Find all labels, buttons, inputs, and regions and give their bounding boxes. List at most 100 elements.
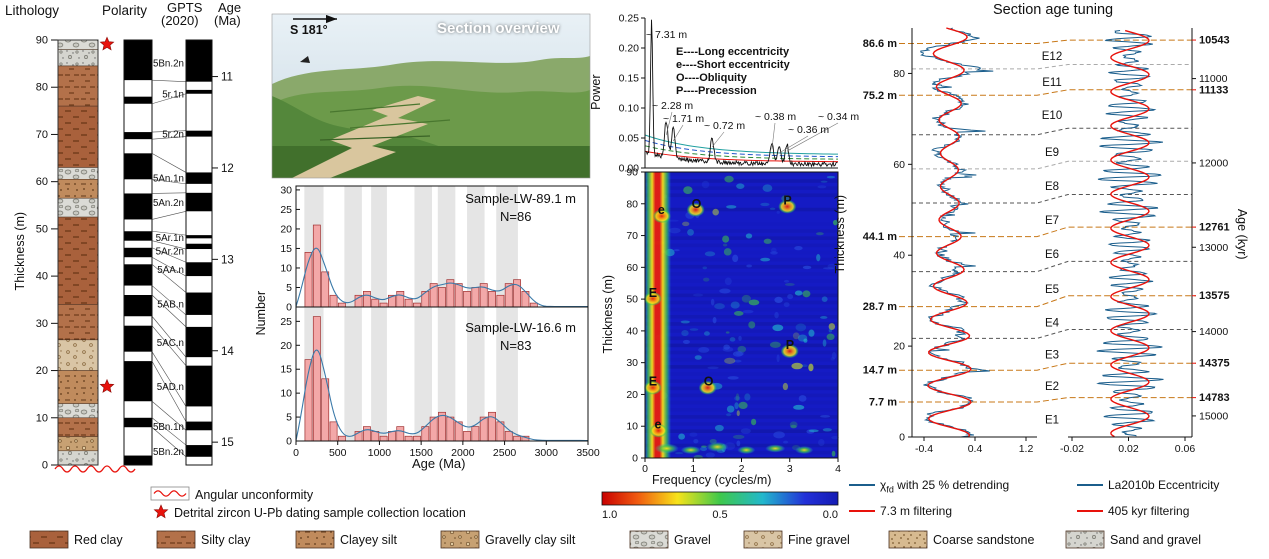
age-tick-label: 12	[221, 163, 234, 175]
wavelet-speckle	[801, 364, 808, 368]
wavelet-speckle	[675, 452, 684, 455]
wavelet-speckle	[668, 227, 681, 234]
eccentricity-cycle-label: E9	[1045, 147, 1059, 159]
wavelet-speckle	[729, 337, 736, 342]
photo-caption: Section overview	[437, 20, 560, 37]
wavelet-stripe	[645, 179, 838, 183]
age-kyr-axis-label: Age (kyr)	[1235, 208, 1250, 260]
histogram-bar	[329, 421, 338, 442]
wavelet-stripe	[645, 236, 838, 240]
wavelet-speckle	[831, 352, 837, 360]
wavelet-speckle	[818, 438, 825, 446]
sample-star	[99, 378, 115, 393]
eccentricity-cycle-label: E3	[1045, 349, 1059, 361]
histogram-bar	[438, 411, 446, 442]
tuning-thickness-axis-label: Thickness (m)	[832, 194, 847, 274]
correlation-line	[151, 240, 187, 250]
wavelet-y-tick-label: 70	[626, 230, 638, 242]
gpts-normal-interval	[186, 89, 212, 94]
histogram-bar	[371, 431, 380, 442]
histogram-bar	[312, 316, 321, 442]
wavelet-stripe	[645, 315, 838, 319]
lith-unit-fine_gravel	[57, 339, 99, 371]
wavelet-speckle	[736, 410, 740, 417]
wavelet-speckle	[693, 438, 699, 444]
tuning-right-x-tick-label: -0.02	[1060, 443, 1084, 455]
lith-legend-label: Red clay	[74, 533, 123, 547]
tuning-left-x-tick-label: 1.2	[1019, 443, 1034, 455]
peak-label: ~ 1.71 m	[663, 113, 705, 125]
wavelet-speckle	[770, 251, 778, 255]
tie-line	[912, 329, 1192, 339]
histogram-bar	[312, 224, 321, 308]
lith-legend-label: Fine gravel	[788, 533, 850, 547]
hist-y-tick-label: 20	[280, 340, 292, 352]
hist-x-tick-label: 1500	[409, 447, 433, 459]
histogram-bar	[337, 435, 346, 442]
polarity-normal-interval	[124, 264, 152, 286]
wavelet-stripe	[645, 300, 838, 305]
wavelet-speckle	[798, 395, 807, 402]
correlation-line	[151, 351, 187, 407]
wavelet-warm-spot	[795, 446, 814, 455]
correlation-line	[151, 79, 187, 82]
strat-thickness-axis-label: Thickness (m)	[12, 211, 27, 291]
gpts-normal-interval	[186, 421, 212, 431]
wavelet-stripe	[645, 243, 838, 248]
peak-leader-line	[665, 111, 673, 136]
wavelet-speckle	[727, 376, 739, 380]
wavelet-speckle	[702, 266, 707, 270]
eccentricity-cycle-label: E1	[1045, 415, 1059, 427]
wavelet-speckle	[830, 357, 835, 361]
wavelet-warm-spot	[706, 441, 729, 452]
hist-y-tick-label: 20	[280, 223, 292, 235]
wavelet-speckle	[784, 283, 795, 286]
wavelet-speckle	[733, 359, 742, 363]
wavelet-speckle	[724, 175, 734, 183]
histogram-bar	[404, 298, 413, 308]
wavelet-speckle	[726, 205, 737, 209]
eccentricity-cycle-label: E7	[1045, 215, 1059, 227]
lith-unit-red_clay	[57, 216, 99, 305]
bottom-legend: Red clay Silty clay Clayey silt Gravelly cl…	[29, 486, 1201, 549]
wavelet-speckle	[726, 405, 735, 413]
histogram-bar	[463, 291, 471, 308]
polarity-normal-interval	[124, 295, 152, 317]
terrace-line	[319, 135, 431, 141]
tuning-panels: 0 20 40 60 80 -0.4 0.4 1.2 86.6 m 75.2 m 44.1 m 28.…	[863, 27, 1230, 455]
histogram-bar	[404, 435, 413, 442]
highlight-band	[496, 186, 518, 441]
lith-unit-gravelly_clay_silt	[57, 436, 99, 452]
hist-x-tick-label: 2000	[451, 447, 475, 459]
lith-column-outline	[57, 39, 99, 466]
depth-marker-label: 75.2 m	[863, 90, 897, 102]
wavelet-speckle	[745, 233, 753, 239]
age-marker-label: 14783	[1199, 392, 1230, 404]
wavelet-speckle	[724, 357, 736, 364]
thickness-tick-label: 20	[36, 365, 48, 377]
lith-unit-gravel	[57, 167, 99, 180]
hist-x-tick-label: 1000	[368, 447, 392, 459]
wavelet-stripe	[645, 264, 838, 269]
age-marker-label: 13575	[1199, 290, 1230, 302]
histogram-x-axis-label: Age (Ma)	[412, 456, 466, 471]
sample-star	[99, 36, 115, 51]
peak-label: ~ 0.38 m	[755, 111, 797, 123]
gpts-normal-interval	[186, 292, 212, 315]
wavelet-x-tick-label: 0	[642, 463, 648, 475]
correlation-line	[151, 325, 187, 366]
lith-unit-clayey_silt	[57, 179, 99, 199]
histogram-bar	[362, 426, 371, 442]
wavelet-warm-spot	[654, 443, 679, 454]
wavelet-speckle	[687, 228, 694, 236]
wavelet-speckle	[776, 210, 780, 214]
histogram-bar	[371, 298, 380, 308]
histogram-bar	[337, 302, 346, 308]
filter-7-3m-curve	[927, 27, 972, 438]
correlation-line	[151, 153, 187, 173]
wavelet-stripe	[645, 293, 838, 298]
hist-x-tick-label: 2500	[493, 447, 517, 459]
histogram-bar	[379, 302, 388, 308]
wavelet-speckle	[748, 321, 756, 329]
